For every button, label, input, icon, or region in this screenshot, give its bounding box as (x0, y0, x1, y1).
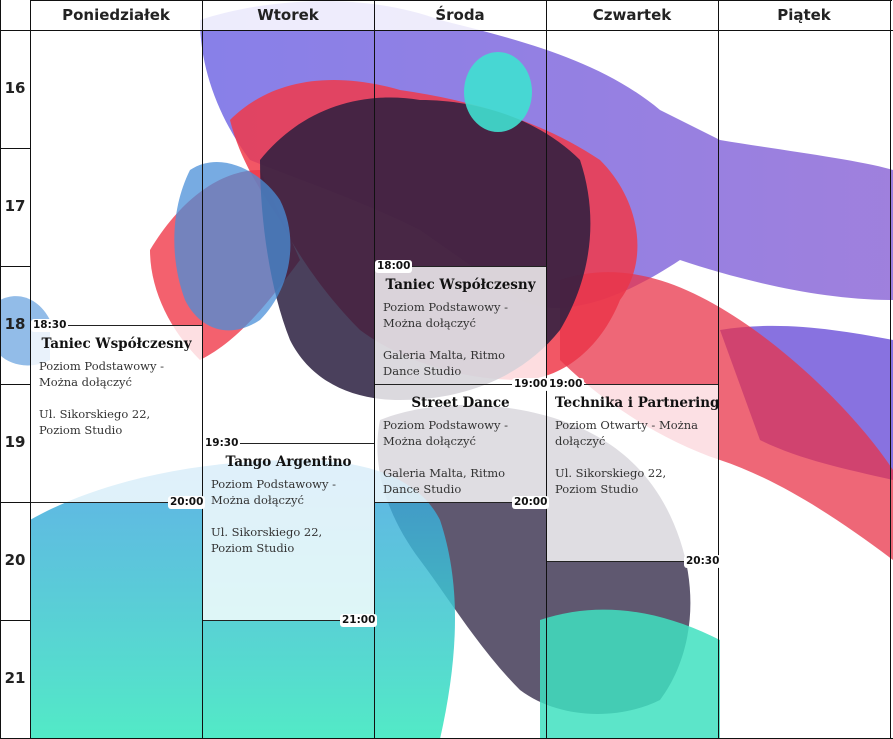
column-divider (890, 0, 891, 739)
hour-divider (0, 502, 30, 503)
event-end-time: 19:00 (512, 378, 550, 391)
hour-label-19: 19 (4, 433, 26, 451)
hour-divider (0, 620, 30, 621)
event-level: Poziom Podstawowy - Można dołączyć (383, 418, 509, 448)
event-block[interactable]: Taniec Współczesny Poziom Podstawowy - Mo… (375, 266, 546, 385)
event-location: Galeria Malta, Ritmo Dance Studio (383, 348, 506, 378)
event-title: Taniec Współczesny (385, 277, 536, 293)
event-start-time: 18:00 (375, 260, 413, 273)
header-divider (0, 30, 893, 31)
event-level: Poziom Podstawowy - Można dołączyć (211, 477, 337, 507)
column-divider (202, 0, 203, 739)
day-header-0: Poniedziałek (30, 0, 202, 30)
event-location: Ul. Sikorskiego 22, Poziom Studio (555, 466, 667, 496)
top-border (30, 0, 892, 1)
event-block[interactable]: Taniec Współczesny Poziom Podstawowy - Mo… (31, 325, 202, 503)
event-end-time: 20:00 (168, 496, 206, 509)
hour-label-16: 16 (4, 79, 26, 97)
event-title: Taniec Współczesny (41, 336, 192, 352)
event-location: Ul. Sikorskiego 22, Poziom Studio (39, 407, 151, 437)
hour-divider (0, 148, 30, 149)
event-level: Poziom Otwarty - Można dołączyć (555, 418, 698, 448)
event-block[interactable]: Tango Argentino Poziom Podstawowy - Można… (203, 443, 374, 621)
left-border (0, 0, 1, 739)
day-header-2: Środa (374, 0, 546, 30)
day-header-1: Wtorek (202, 0, 374, 30)
event-title: Street Dance (411, 395, 510, 411)
column-divider (30, 0, 31, 739)
event-end-time: 20:00 (512, 496, 550, 509)
event-title: Technika i Partnering (555, 395, 718, 411)
event-level: Poziom Podstawowy - Można dołączyć (39, 359, 165, 389)
column-divider (374, 0, 375, 739)
event-block[interactable]: Technika i Partnering Poziom Otwarty - Mo… (547, 384, 718, 562)
event-level: Poziom Podstawowy - Można dołączyć (383, 300, 509, 330)
event-end-time: 21:00 (340, 614, 378, 627)
hour-label-21: 21 (4, 669, 26, 687)
hour-label-18: 18 (4, 315, 26, 333)
event-block[interactable]: Street Dance Poziom Podstawowy - Można do… (375, 384, 546, 503)
event-start-time: 19:30 (203, 437, 241, 450)
day-header-3: Czwartek (546, 0, 718, 30)
hour-label-17: 17 (4, 197, 26, 215)
column-divider (718, 0, 719, 739)
hour-divider (0, 384, 30, 385)
event-end-time: 20:30 (684, 555, 722, 568)
day-header-4: Piątek (718, 0, 890, 30)
hour-divider (0, 266, 30, 267)
event-location: Galeria Malta, Ritmo Dance Studio (383, 466, 506, 496)
column-divider (546, 0, 547, 739)
event-title: Tango Argentino (225, 454, 352, 470)
hour-label-20: 20 (4, 551, 26, 569)
event-start-time: 19:00 (547, 378, 585, 391)
event-location: Ul. Sikorskiego 22, Poziom Studio (211, 525, 323, 555)
event-start-time: 18:30 (31, 319, 69, 332)
